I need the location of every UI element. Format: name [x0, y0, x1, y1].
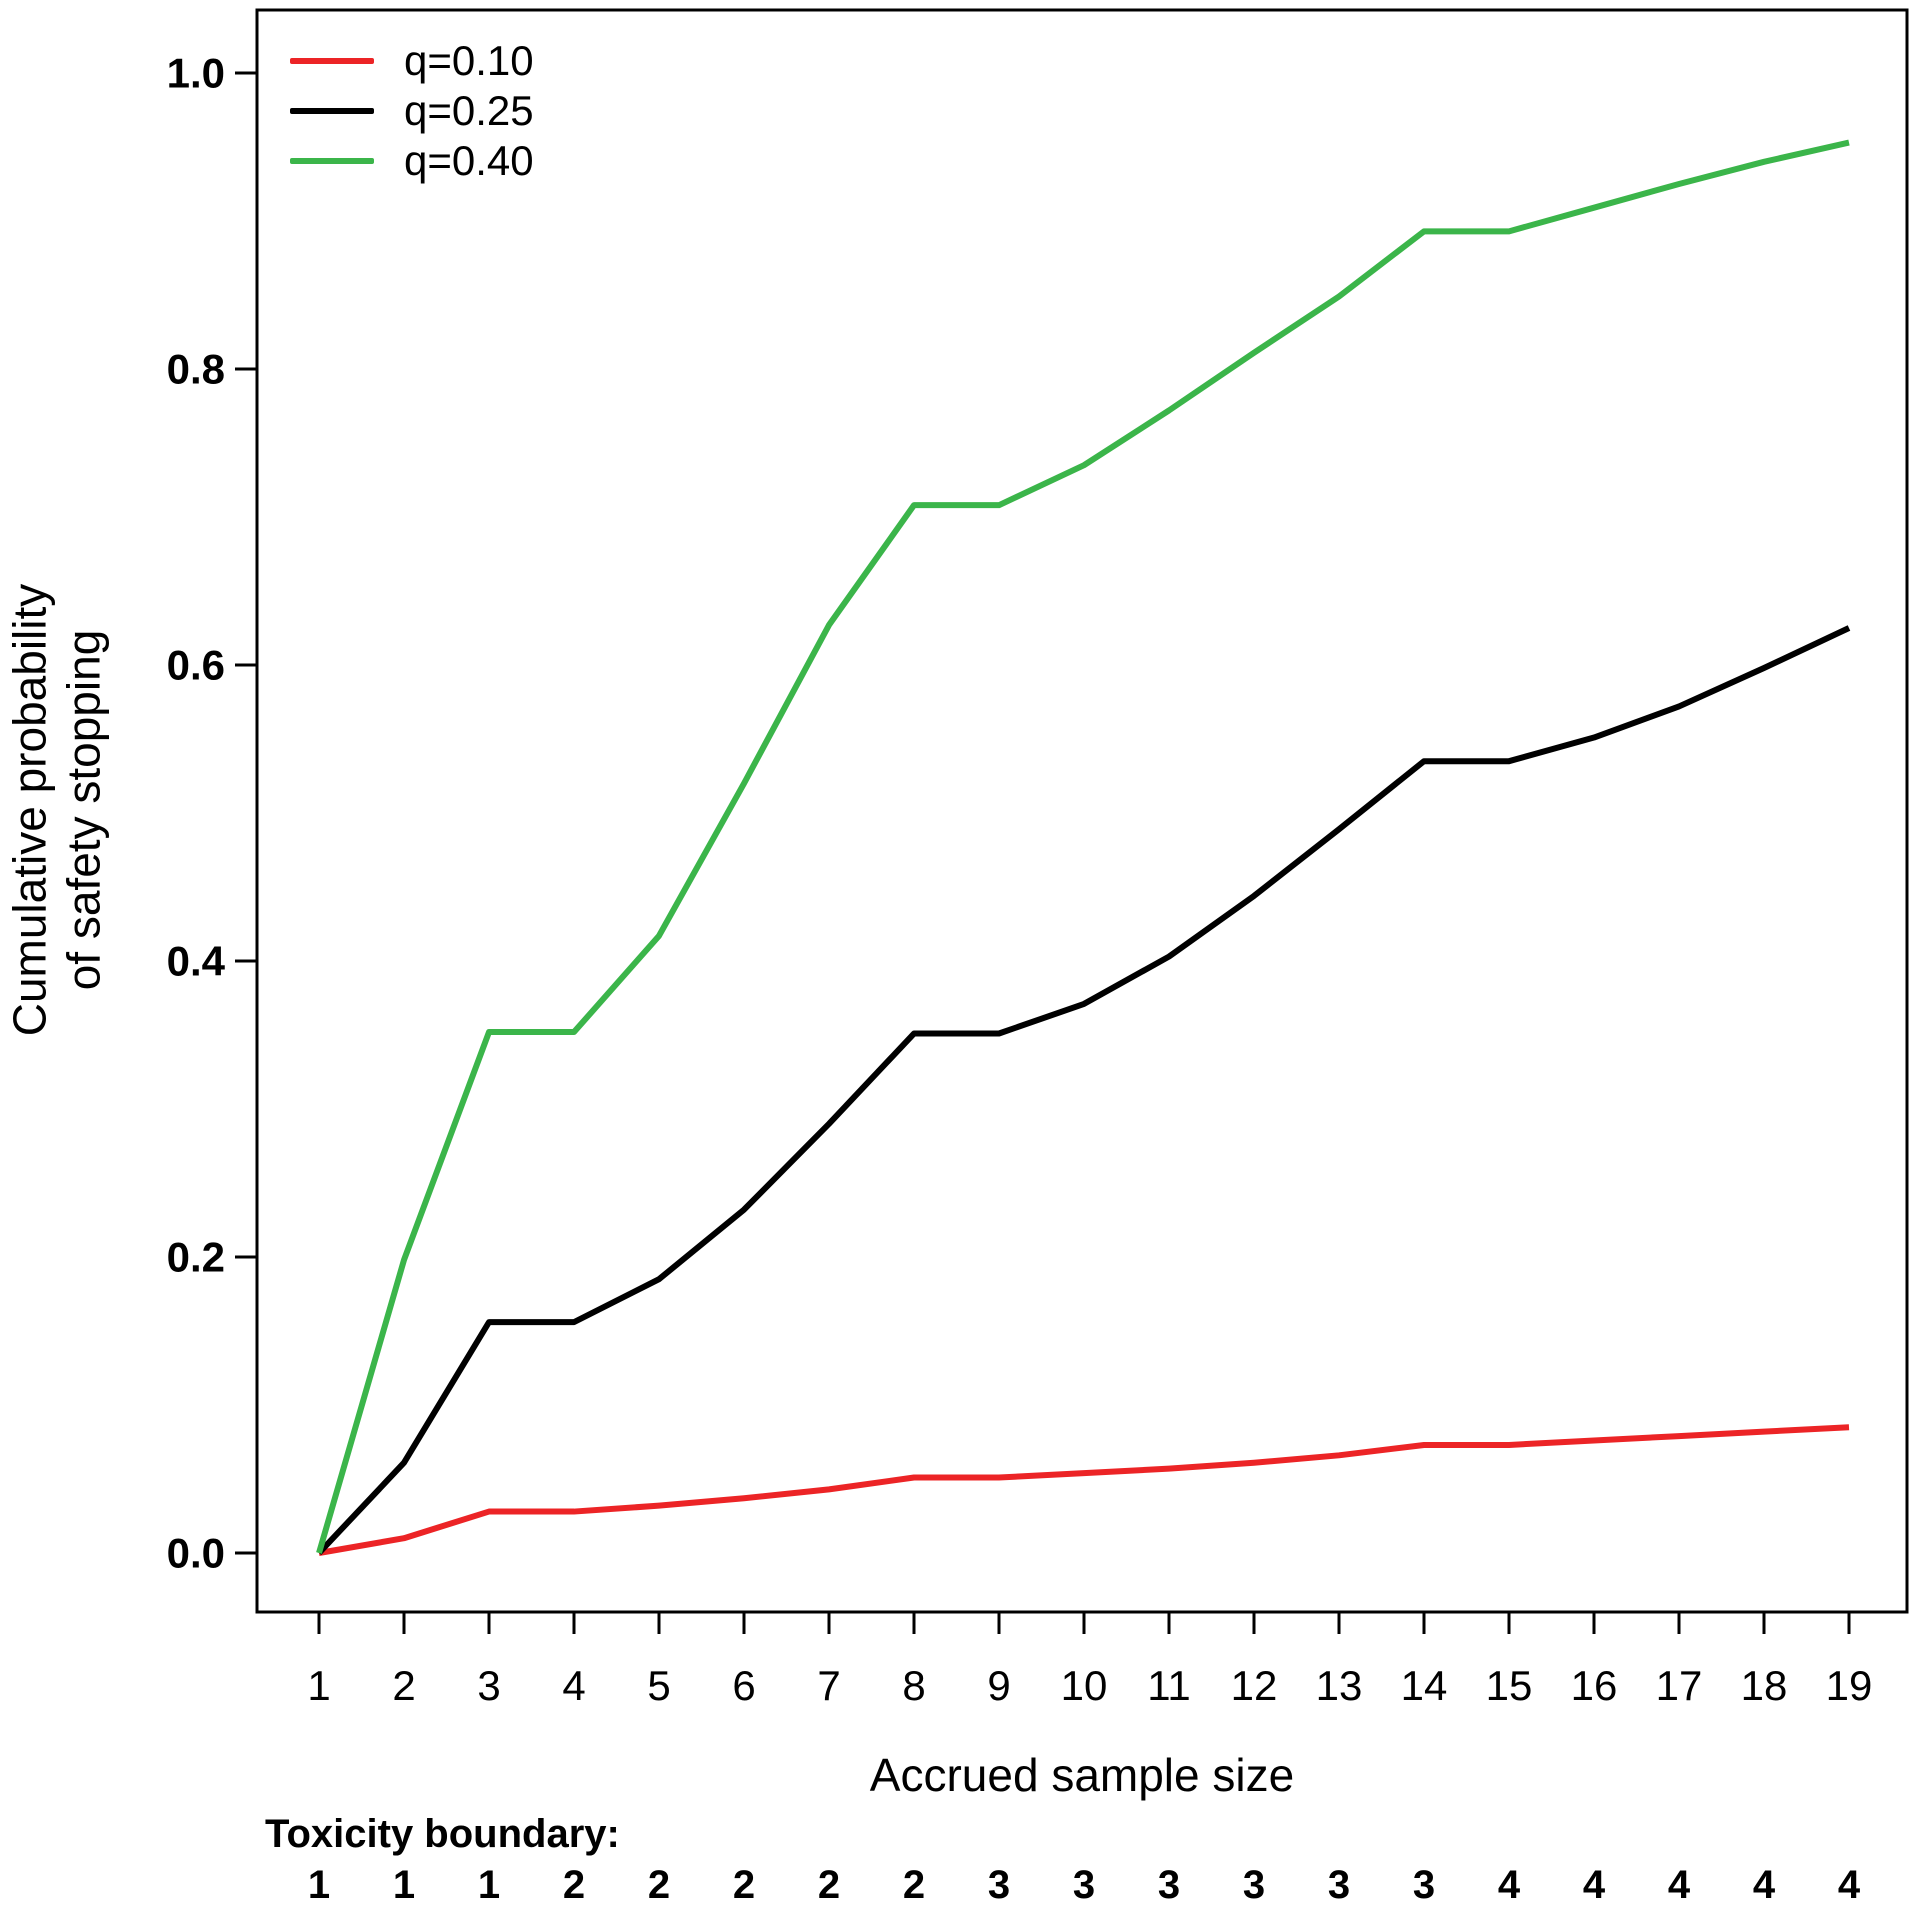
x-axis-title: Accrued sample size	[869, 1749, 1295, 1801]
legend-label: q=0.10	[404, 37, 534, 84]
toxicity-boundary-value: 4	[1753, 1863, 1776, 1907]
toxicity-boundary-value: 4	[1668, 1863, 1691, 1907]
toxicity-boundary-value: 3	[988, 1863, 1010, 1907]
toxicity-boundary-value: 1	[393, 1863, 415, 1907]
toxicity-boundary-value: 3	[1328, 1863, 1350, 1907]
y-axis-title: Cumulative probability of safety stoppin…	[3, 584, 112, 1037]
y-tick-label: 0.0	[167, 1530, 225, 1577]
legend-item: q=0.25	[290, 86, 534, 136]
series-line-q025	[316, 625, 1851, 1556]
x-tick-label: 14	[1401, 1662, 1448, 1709]
toxicity-boundary-value: 1	[478, 1863, 500, 1907]
x-tick-label: 11	[1147, 1662, 1191, 1709]
x-tick-label: 7	[817, 1662, 840, 1709]
x-tick-label: 17	[1656, 1662, 1703, 1709]
legend-label: q=0.40	[404, 137, 534, 184]
x-tick-label: 15	[1486, 1662, 1533, 1709]
x-tick-label: 1	[307, 1662, 330, 1709]
toxicity-boundary-value: 2	[733, 1863, 755, 1907]
y-tick-label: 1.0	[167, 50, 225, 97]
legend-line-swatch	[290, 58, 374, 64]
x-tick-label: 16	[1571, 1662, 1618, 1709]
x-tick-label: 12	[1231, 1662, 1278, 1709]
x-tick-label: 3	[477, 1662, 500, 1709]
series-line-q010	[318, 1424, 1850, 1556]
y-axis-title-line1: Cumulative probability	[3, 583, 56, 1037]
toxicity-boundary-value: 3	[1243, 1863, 1265, 1907]
x-tick-label: 2	[392, 1662, 415, 1709]
legend-item: q=0.40	[290, 136, 534, 186]
toxicity-boundary-value: 4	[1838, 1863, 1861, 1907]
legend-label: q=0.25	[404, 87, 534, 134]
toxicity-boundary-value: 4	[1583, 1863, 1606, 1907]
x-tick-label: 10	[1061, 1662, 1108, 1709]
toxicity-boundary-value: 1	[308, 1863, 330, 1907]
y-tick-label: 0.8	[167, 346, 225, 393]
toxicity-boundary-value: 3	[1158, 1863, 1180, 1907]
y-axis-title-line2: of safety stopping	[58, 629, 110, 991]
toxicity-boundary-value: 3	[1413, 1863, 1435, 1907]
x-tick-label: 18	[1741, 1662, 1788, 1709]
x-tick-label: 8	[902, 1662, 925, 1709]
x-tick-label: 5	[647, 1662, 670, 1709]
legend-item: q=0.10	[290, 36, 534, 86]
toxicity-boundary-value: 4	[1498, 1863, 1521, 1907]
x-tick-label: 13	[1316, 1662, 1363, 1709]
x-tick-label: 19	[1826, 1662, 1873, 1709]
toxicity-boundary-value: 2	[563, 1863, 585, 1907]
y-tick-label: 0.6	[167, 642, 225, 689]
toxicity-boundary-value: 2	[648, 1863, 670, 1907]
x-tick-label: 9	[987, 1662, 1010, 1709]
toxicity-boundary-value: 2	[818, 1863, 840, 1907]
plot-frame	[255, 8, 1909, 1614]
legend: q=0.10 q=0.25 q=0.40	[290, 36, 534, 186]
x-tick-label: 6	[732, 1662, 755, 1709]
series-line-q040	[316, 139, 1850, 1554]
toxicity-boundary-value: 3	[1073, 1863, 1095, 1907]
legend-line-swatch	[290, 108, 374, 114]
y-tick-label: 0.2	[167, 1234, 225, 1281]
x-tick-label: 4	[562, 1662, 585, 1709]
toxicity-boundary-value: 2	[903, 1863, 925, 1907]
y-tick-label: 0.4	[167, 938, 226, 985]
toxicity-boundary-label: Toxicity boundary:	[265, 1812, 620, 1856]
legend-line-swatch	[290, 158, 374, 164]
